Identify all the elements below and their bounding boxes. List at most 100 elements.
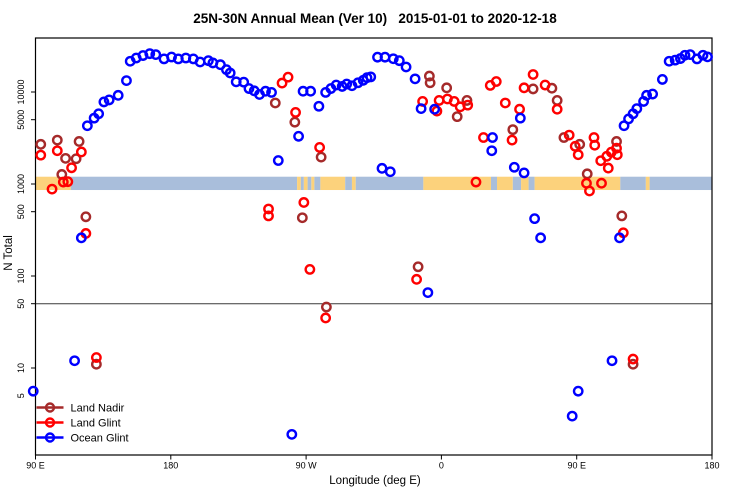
data-point [499,97,511,109]
data-point [490,76,502,87]
band-segment-ocean [345,176,352,191]
plot-border [34,37,713,456]
y-tick-label: 5000 [16,110,26,130]
x-tick-label: 90 W [296,461,318,471]
data-point [527,83,539,95]
x-tick-label: 180 [163,461,178,471]
data-point [461,95,473,106]
data-point [589,139,601,151]
band-segment-land [534,176,621,191]
band-segment-ocean [649,176,712,191]
data-point [627,358,639,370]
data-point [415,103,427,115]
data-point [656,74,668,85]
band-segment-ocean [355,176,424,191]
data-point [80,211,92,223]
data-point [669,54,681,66]
band-segment-land [297,176,301,191]
data-point [320,312,332,324]
legend-label: Land Glint [71,417,121,429]
data-point [293,130,304,142]
legend: Land Nadir Land Glint Ocean Glint [36,402,129,444]
data-point [93,108,105,120]
data-point [539,79,551,91]
band-segment-land [351,176,356,191]
x-tick-label: 90 E [567,461,586,471]
data-point [616,210,628,222]
data-point [423,70,435,82]
data-point [506,134,518,146]
data-point [121,75,132,87]
band-segment-ocean [300,176,304,191]
band-segment-land [497,176,513,191]
legend-label: Land Nadir [71,402,125,414]
data-point [276,77,288,89]
data-point [514,112,526,124]
data-point [73,136,85,147]
data-point [51,134,63,146]
data-point [424,77,436,89]
data-point [551,103,563,115]
data-point [551,95,563,106]
legend-marker [44,417,56,428]
data-point [514,103,525,115]
data-point [529,213,541,225]
data-point [387,53,399,65]
data-point [263,210,274,222]
data-point [606,355,618,367]
data-point [144,48,156,60]
data-point [558,132,570,143]
data-point [584,185,595,197]
data-point [441,82,453,94]
data-point [320,301,332,313]
data-point [470,176,482,188]
data-series [27,48,713,440]
data-point [572,149,584,161]
band-segment-ocean [491,176,498,191]
plot-frame [34,37,713,456]
data-point [75,232,87,244]
y-tick-label: 50 [16,299,26,309]
data-point [508,161,520,173]
data-point [260,85,271,97]
data-point [507,124,519,136]
y-tick-label: 1000 [16,174,26,194]
data-point [286,428,298,440]
band-segment-land [521,176,529,191]
data-point [422,287,434,299]
data-point [266,87,277,98]
data-point [393,55,405,67]
data-point [269,97,281,109]
data-point [224,67,236,79]
data-point [57,176,69,188]
data-point [384,166,396,178]
x-axis-ticks: 90 E 180 90 W 0 90 E 180 [26,455,720,471]
data-point [313,100,325,112]
band-segment-land [311,176,315,191]
band-segment-land [303,176,308,191]
data-point [631,103,643,115]
data-point [611,136,622,147]
data-point [641,89,653,101]
y-tick-label: 10000 [16,79,26,104]
data-point [81,120,93,132]
x-tick-label: 0 [439,461,444,471]
data-point [35,149,47,161]
data-point [679,49,691,61]
y-tick-label: 100 [16,268,26,283]
data-point [702,51,713,63]
band-segment-land [645,176,650,191]
data-point [409,73,421,85]
legend-marker [44,402,56,413]
data-point [69,355,80,367]
data-point [330,79,342,91]
data-point [487,132,498,143]
data-point [411,273,422,285]
land-ocean-band [35,176,712,191]
data-point [341,78,353,90]
series-land-glint [35,69,639,365]
chart-title: 25N-30N Annual Mean (Ver 10) 2015-01-01 … [193,11,557,26]
band-segment-ocean [512,176,522,191]
